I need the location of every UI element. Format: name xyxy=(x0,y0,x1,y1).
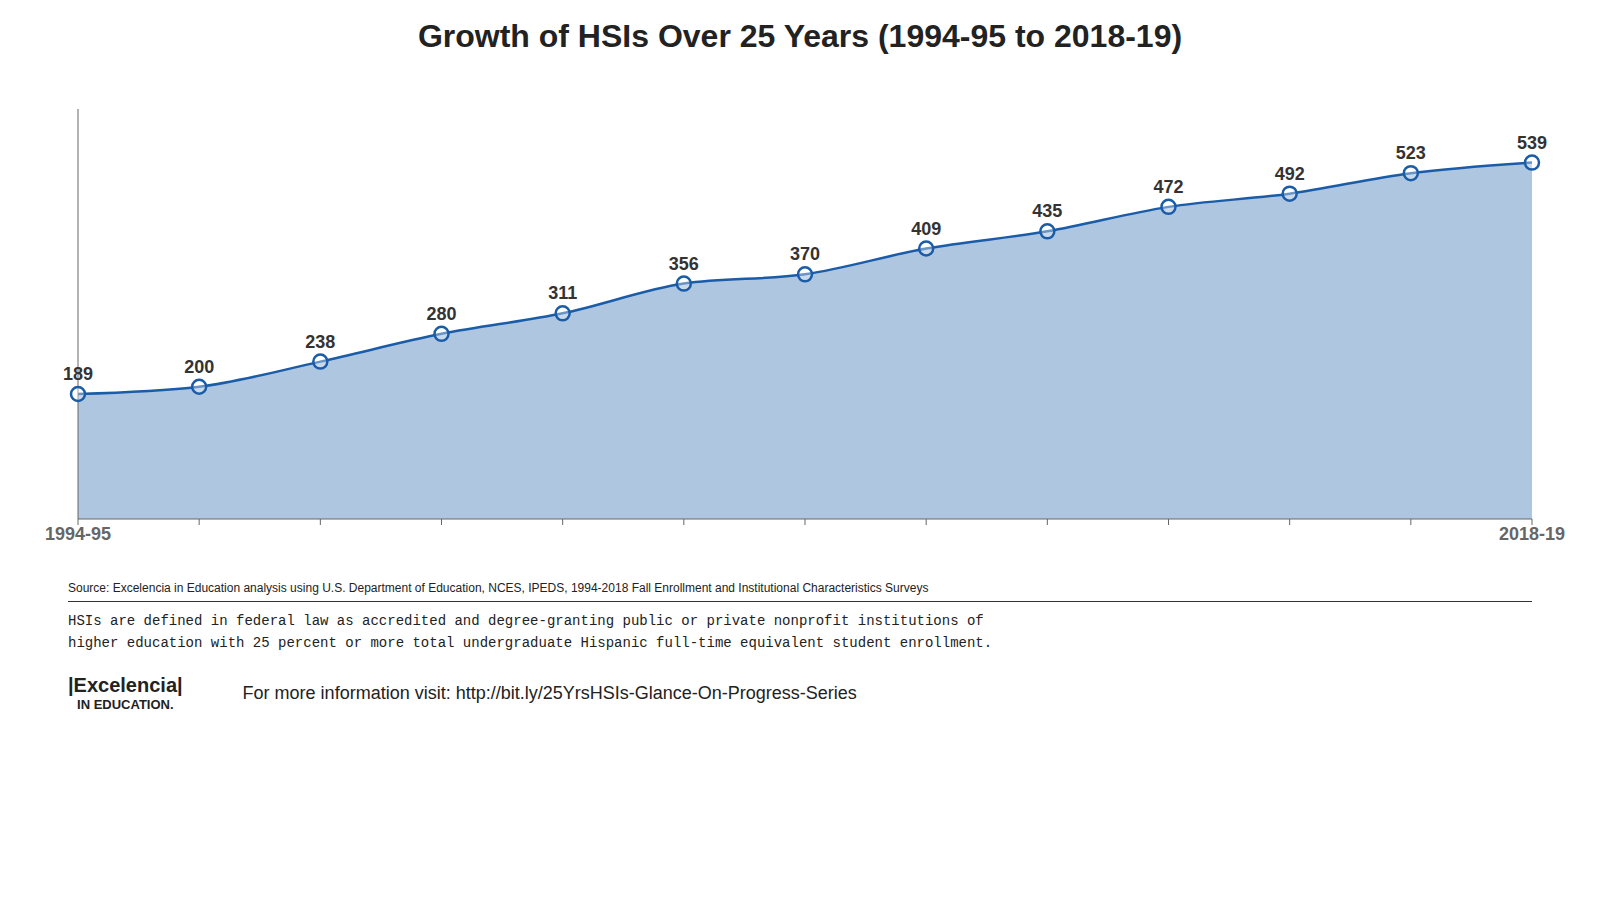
svg-text:200: 200 xyxy=(184,357,214,377)
html-text:higher education with 25 perce: higher education with 25 percent or more… xyxy=(68,635,993,651)
svg-text:238: 238 xyxy=(305,332,335,352)
svg-text:370: 370 xyxy=(790,244,820,264)
svg-text:280: 280 xyxy=(426,304,456,324)
svg-text:311: 311 xyxy=(548,283,577,303)
svg-text:539: 539 xyxy=(1517,133,1547,153)
svg-text:2018-19: 2018-19 xyxy=(1499,524,1565,544)
html-text:|Excelencia|: |Excelencia| xyxy=(68,674,183,696)
svg-text:356: 356 xyxy=(669,254,699,274)
html-text:For more information visit: ht: For more information visit: http://bit.l… xyxy=(242,682,857,703)
svg-text:472: 472 xyxy=(1153,177,1183,197)
svg-text:1994-95: 1994-95 xyxy=(45,524,111,544)
html-text:Source: Excelencia in Educatio: Source: Excelencia in Education analysis… xyxy=(68,581,929,595)
html-text:IN EDUCATION.: IN EDUCATION. xyxy=(77,697,174,712)
svg-text:189: 189 xyxy=(63,364,93,384)
svg-text:492: 492 xyxy=(1275,164,1305,184)
svg-text:523: 523 xyxy=(1396,143,1426,163)
html-text:HSIs are defined in federal la: HSIs are defined in federal law as accre… xyxy=(68,613,984,629)
svg-text:435: 435 xyxy=(1032,201,1062,221)
svg-text:409: 409 xyxy=(911,219,941,239)
html-text:Growth of HSIs Over 25 Years (: Growth of HSIs Over 25 Years (1994-95 to… xyxy=(417,18,1183,54)
